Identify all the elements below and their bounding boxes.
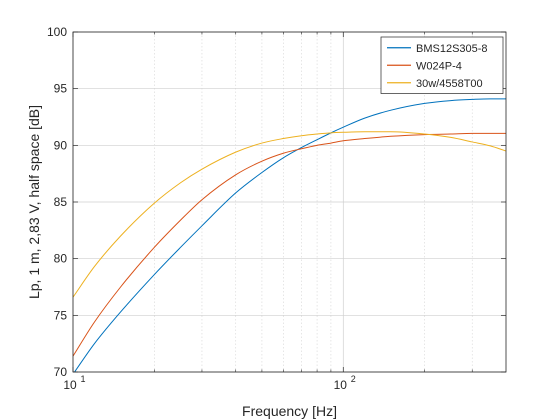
y-tick-labels: 70 75 80 85 90 95 100 <box>47 25 67 379</box>
legend-label-3: 30w/4558T00 <box>416 78 483 90</box>
legend-label-2: W024P-4 <box>416 60 462 72</box>
series-layer <box>73 98 506 372</box>
y-tick-label: 75 <box>54 308 68 322</box>
x-tick-exponent: 1 <box>80 374 85 384</box>
x-axis-label: Frequency [Hz] <box>242 403 337 419</box>
x-tick-label: 10 <box>334 378 348 392</box>
series-line-2 <box>73 132 506 357</box>
series-line-1 <box>73 98 506 372</box>
y-axis-label: Lp, 1 m, 2,83 V, half space [dB] <box>26 105 42 299</box>
legend-label-1: BMS12S305-8 <box>416 43 488 55</box>
x-tick-labels: 10 1 10 2 <box>63 374 355 392</box>
legend: BMS12S305-8 W024P-4 30w/4558T00 <box>380 36 504 94</box>
series-line-3 <box>73 131 506 298</box>
y-tick-label: 85 <box>54 195 68 209</box>
y-tick-label: 95 <box>54 82 68 96</box>
x-tick-exponent: 2 <box>351 374 356 384</box>
y-tick-label: 70 <box>54 365 68 379</box>
y-tick-label: 80 <box>54 252 68 266</box>
ticks-layer <box>72 31 506 373</box>
y-tick-label: 100 <box>47 25 67 39</box>
x-tick-label: 10 <box>63 378 77 392</box>
y-tick-label: 90 <box>54 138 68 152</box>
